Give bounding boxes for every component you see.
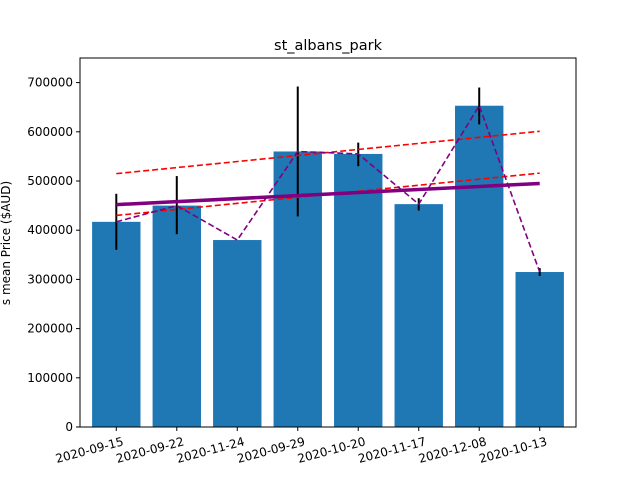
- connecting-dashed-line: [116, 103, 541, 273]
- upper-band-line: [116, 130, 540, 175]
- x-axis: 2020-09-152020-09-222020-11-242020-09-29…: [54, 427, 548, 466]
- chart-title: st_albans_park: [274, 38, 383, 54]
- y-tick-label: 600000: [27, 125, 73, 139]
- plot-frame: [79, 57, 577, 428]
- bar-2020-09-22: [152, 205, 201, 427]
- y-axis: 0 100000 200000 300000 400000 500000 600000 700…: [27, 76, 80, 434]
- bar-2020-10-20: [334, 153, 383, 427]
- bar-2020-12-08: [455, 105, 504, 427]
- x-tick-label: 2020-09-15: [54, 434, 125, 466]
- x-tick-label: 2020-09-22: [115, 434, 186, 466]
- y-tick-label: 700000: [27, 76, 73, 90]
- y-tick-label: 300000: [27, 272, 73, 286]
- y-tick-label: 100000: [27, 371, 73, 385]
- y-tick-label: 200000: [27, 322, 73, 336]
- trend-line: [116, 181, 540, 207]
- y-tick-label: 0: [65, 420, 73, 434]
- bar-2020-10-13: [515, 272, 564, 427]
- x-tick-label: 2020-11-17: [357, 434, 428, 466]
- x-tick-label: 2020-12-08: [417, 434, 488, 466]
- x-tick-label: 2020-10-20: [296, 434, 367, 466]
- x-tick-label: 2020-10-13: [477, 434, 548, 466]
- y-tick-label: 500000: [27, 174, 73, 188]
- y-axis-label: s mean Price ($AUD): [0, 181, 13, 305]
- overlay-lines-group: [116, 103, 541, 273]
- y-tick-label: 400000: [27, 223, 73, 237]
- bar-2020-11-17: [394, 204, 443, 427]
- bar-2020-11-24: [213, 240, 262, 427]
- bars-group: [92, 105, 564, 428]
- bar-2020-09-15: [92, 221, 141, 427]
- x-tick-label: 2020-11-24: [175, 434, 246, 466]
- x-tick-label: 2020-09-29: [236, 434, 307, 466]
